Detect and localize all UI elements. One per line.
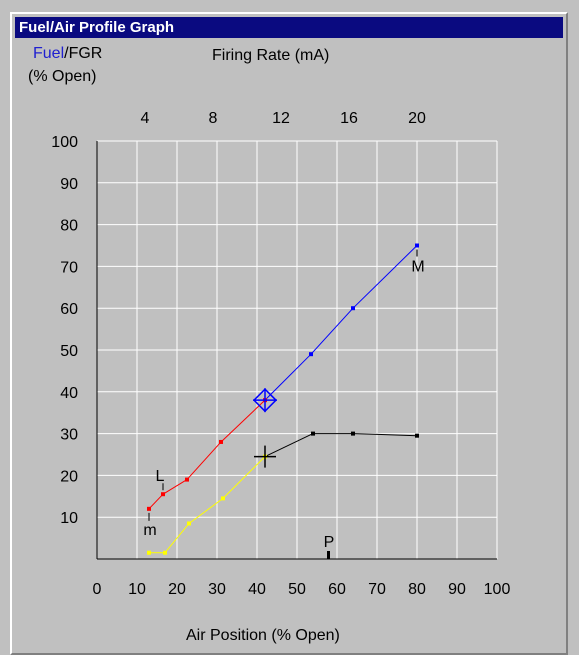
- top-tick-label: 12: [272, 110, 290, 127]
- fgr-point: [163, 550, 167, 555]
- fgr-segment: [352, 433, 418, 437]
- fuel-point: [185, 477, 189, 482]
- y-tick-label: 20: [60, 468, 78, 485]
- fuel-point: [219, 439, 223, 444]
- x-tick-label: 10: [128, 581, 146, 598]
- y-tick-label: 80: [60, 218, 78, 235]
- x-tick-label: 40: [248, 581, 266, 598]
- y-tick-label: 60: [60, 301, 78, 318]
- y-tick-label: 90: [60, 176, 78, 193]
- fuel-segment: [352, 245, 418, 309]
- x-tick-label: 50: [288, 581, 306, 598]
- marker-m-label: m: [143, 522, 156, 539]
- legend-label: Fuel/FGR: [33, 45, 102, 63]
- x-tick-label: 60: [328, 581, 346, 598]
- fgr-segment: [264, 433, 314, 458]
- y-tick-label: 30: [60, 427, 78, 444]
- y-tick-label: 70: [60, 259, 78, 276]
- top-tick-label: 16: [340, 110, 358, 127]
- legend-fgr: FGR: [68, 45, 103, 62]
- x-axis-label: Air Position (% Open): [186, 627, 340, 644]
- fuel-point: [351, 306, 355, 311]
- marker-P-label: P: [324, 534, 335, 551]
- fuel-segment: [186, 441, 222, 480]
- marker-P-tick: [327, 551, 330, 559]
- x-tick-label: 30: [208, 581, 226, 598]
- y-tick-label: 50: [60, 343, 78, 360]
- fuel-point: [309, 352, 313, 357]
- top-tick-label: 20: [408, 110, 426, 127]
- marker-M-label: M: [411, 259, 424, 276]
- fgr-point: [147, 550, 151, 555]
- top-tick-label: 4: [141, 110, 150, 127]
- fuel-point: [415, 243, 419, 248]
- marker-L-label: L: [156, 468, 165, 485]
- top-axis-label: Firing Rate (mA): [212, 47, 330, 64]
- fgr-segment: [164, 523, 190, 554]
- fgr-point: [351, 431, 355, 436]
- y-tick-label: 40: [60, 385, 78, 402]
- y-axis-unit: (% Open): [28, 68, 97, 85]
- fgr-segment: [222, 456, 266, 499]
- profile-graph-window: Fuel/Air Profile Graph: [10, 12, 568, 655]
- x-tick-label: 80: [408, 581, 426, 598]
- fuel-segment: [310, 307, 354, 355]
- window-title: Fuel/Air Profile Graph: [15, 17, 563, 38]
- legend-fuel: Fuel: [33, 45, 65, 62]
- legend-separator: /: [64, 45, 69, 62]
- fuel-segment: [264, 353, 312, 401]
- y-tick-label: 100: [51, 134, 78, 151]
- fgr-point: [415, 433, 419, 438]
- x-tick-label: 90: [448, 581, 466, 598]
- x-tick-label: 0: [93, 581, 102, 598]
- fgr-segment: [188, 497, 224, 524]
- fgr-point: [311, 431, 315, 436]
- fuel-point: [147, 506, 151, 511]
- fuel-segment: [162, 479, 188, 495]
- y-tick-label: 10: [60, 510, 78, 527]
- fgr-point: [221, 496, 225, 501]
- fgr-point: [187, 521, 191, 526]
- top-tick-label: 8: [209, 110, 218, 127]
- fuel-point: [161, 492, 165, 497]
- fuel-segment: [148, 493, 164, 510]
- x-tick-label: 70: [368, 581, 386, 598]
- x-tick-label: 100: [484, 581, 511, 598]
- fuel-segment: [220, 399, 266, 443]
- x-tick-label: 20: [168, 581, 186, 598]
